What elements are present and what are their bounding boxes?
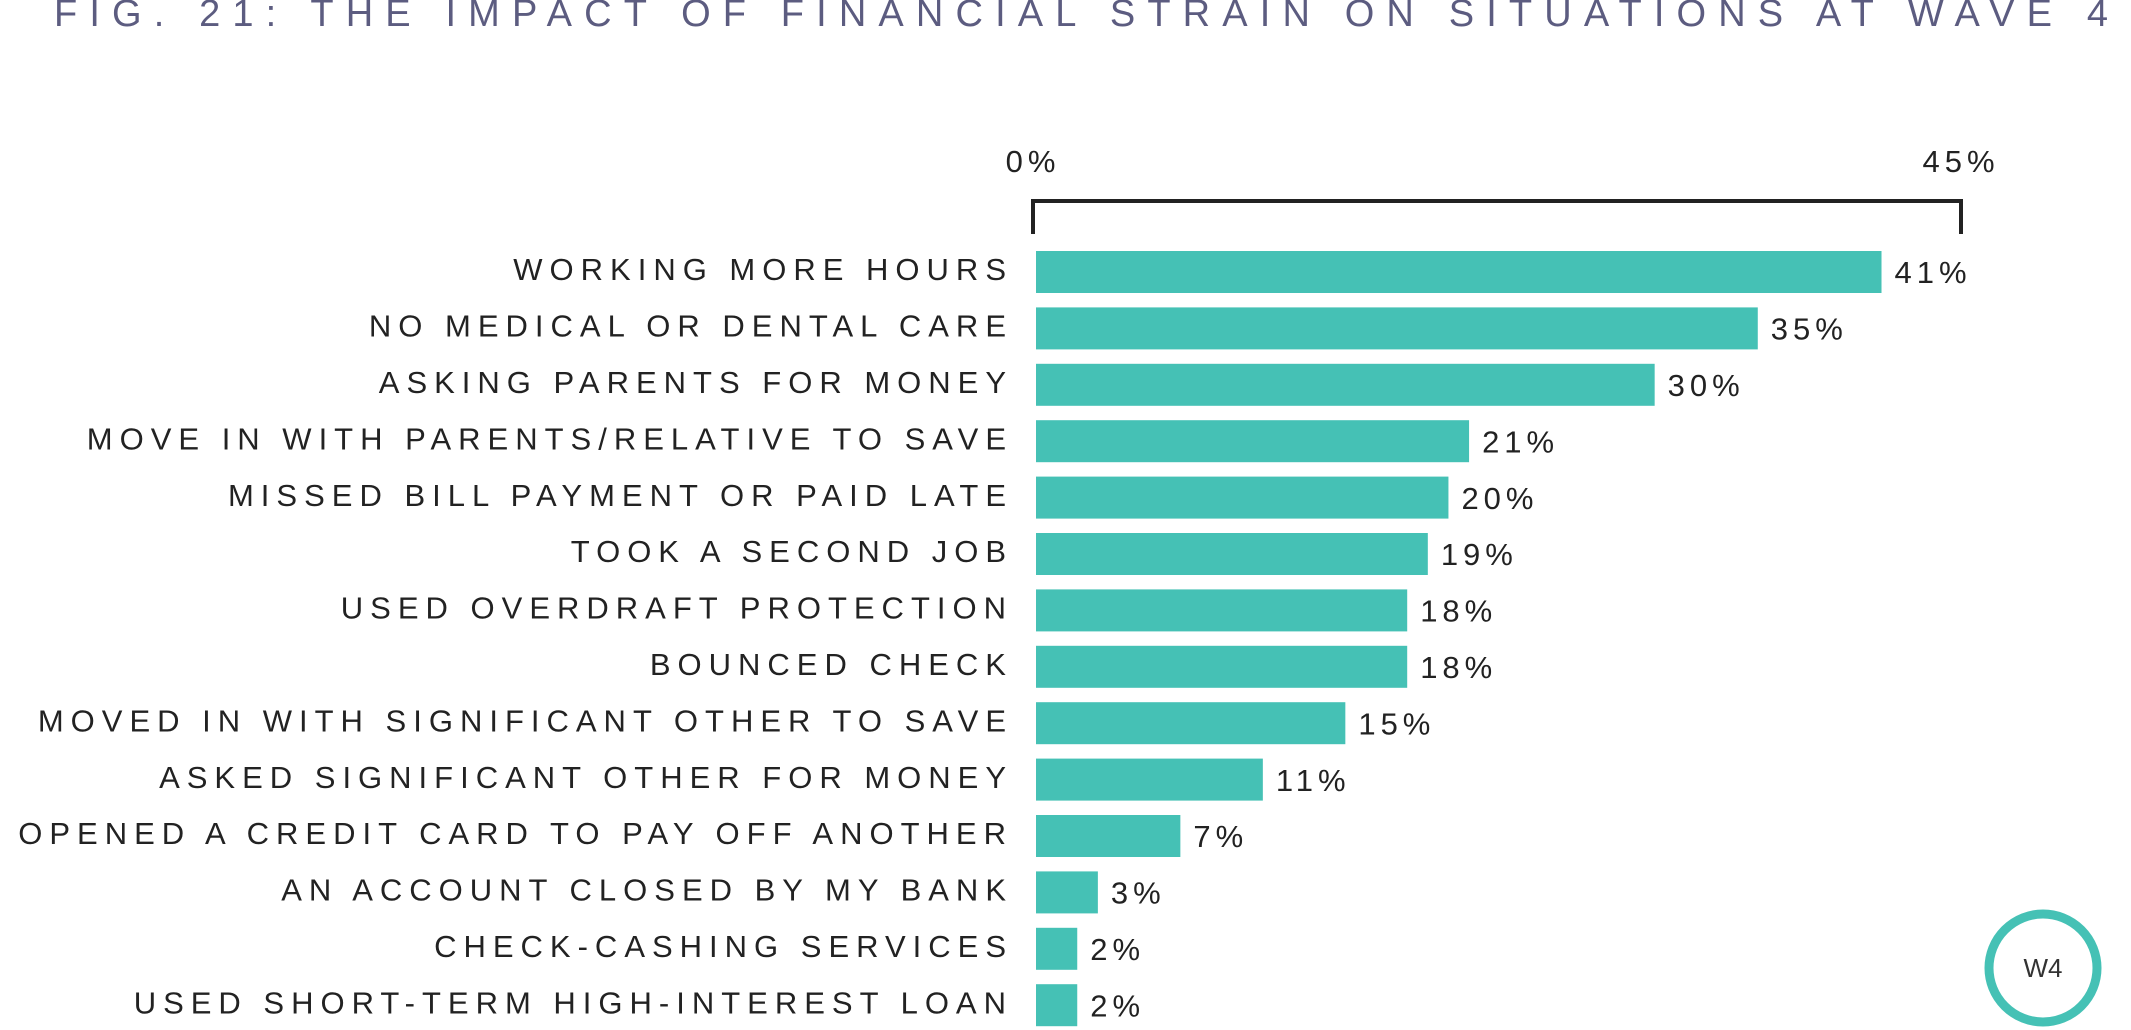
bar xyxy=(1036,815,1181,857)
bar xyxy=(1036,927,1078,970)
bar xyxy=(1036,307,1758,350)
x-tick-label: 0% xyxy=(1006,144,1061,179)
category-label: AN ACCOUNT CLOSED BY MY BANK xyxy=(281,873,1013,908)
bar xyxy=(1036,420,1470,463)
value-label: 7% xyxy=(1193,819,1248,854)
bar xyxy=(1036,533,1428,575)
bar xyxy=(1036,589,1408,632)
badge-label: W4 xyxy=(2024,953,2063,983)
value-label: 19% xyxy=(1441,537,1518,572)
value-label: 41% xyxy=(1895,255,1972,290)
category-label: MOVED IN WITH SIGNIFICANT OTHER TO SAVE xyxy=(38,703,1013,738)
bar xyxy=(1036,251,1882,293)
bar xyxy=(1036,758,1263,801)
bar xyxy=(1036,645,1408,688)
category-label: ASKING PARENTS FOR MONEY xyxy=(379,365,1013,400)
chart-title: FIG. 21: THE IMPACT OF FINANCIAL STRAIN … xyxy=(54,0,2120,35)
category-label: USED OVERDRAFT PROTECTION xyxy=(341,591,1013,626)
category-label: CHECK-CASHING SERVICES xyxy=(434,929,1013,964)
bar xyxy=(1036,476,1449,519)
category-label: OPENED A CREDIT CARD TO PAY OFF ANOTHER xyxy=(18,816,1013,851)
value-label: 3% xyxy=(1111,876,1166,911)
category-label: TOOK A SECOND JOB xyxy=(571,534,1013,569)
category-label: USED SHORT-TERM HIGH-INTEREST LOAN xyxy=(134,985,1013,1020)
value-label: 11% xyxy=(1276,763,1351,798)
value-label: 2% xyxy=(1090,932,1145,967)
bar xyxy=(1036,702,1346,745)
category-label: MISSED BILL PAYMENT OR PAID LATE xyxy=(228,478,1013,513)
value-label: 18% xyxy=(1420,594,1497,629)
category-label: MOVE IN WITH PARENTS/RELATIVE TO SAVE xyxy=(87,421,1013,456)
category-label: BOUNCED CHECK xyxy=(650,647,1013,682)
badge-ring xyxy=(1984,909,2102,1027)
category-label: WORKING MORE HOURS xyxy=(513,252,1013,287)
category-label: NO MEDICAL OR DENTAL CARE xyxy=(369,309,1013,344)
category-label: ASKED SIGNIFICANT OTHER FOR MONEY xyxy=(159,760,1013,795)
bar xyxy=(1036,363,1655,406)
bar xyxy=(1036,984,1078,1027)
value-label: 20% xyxy=(1461,481,1538,516)
bar xyxy=(1036,871,1098,914)
value-label: 2% xyxy=(1090,988,1145,1023)
value-label: 35% xyxy=(1771,312,1848,347)
value-label: 18% xyxy=(1420,650,1497,685)
value-label: 15% xyxy=(1358,706,1435,741)
value-label: 30% xyxy=(1668,368,1745,403)
value-label: 21% xyxy=(1482,424,1559,459)
x-tick-label: 45% xyxy=(1922,144,1999,179)
